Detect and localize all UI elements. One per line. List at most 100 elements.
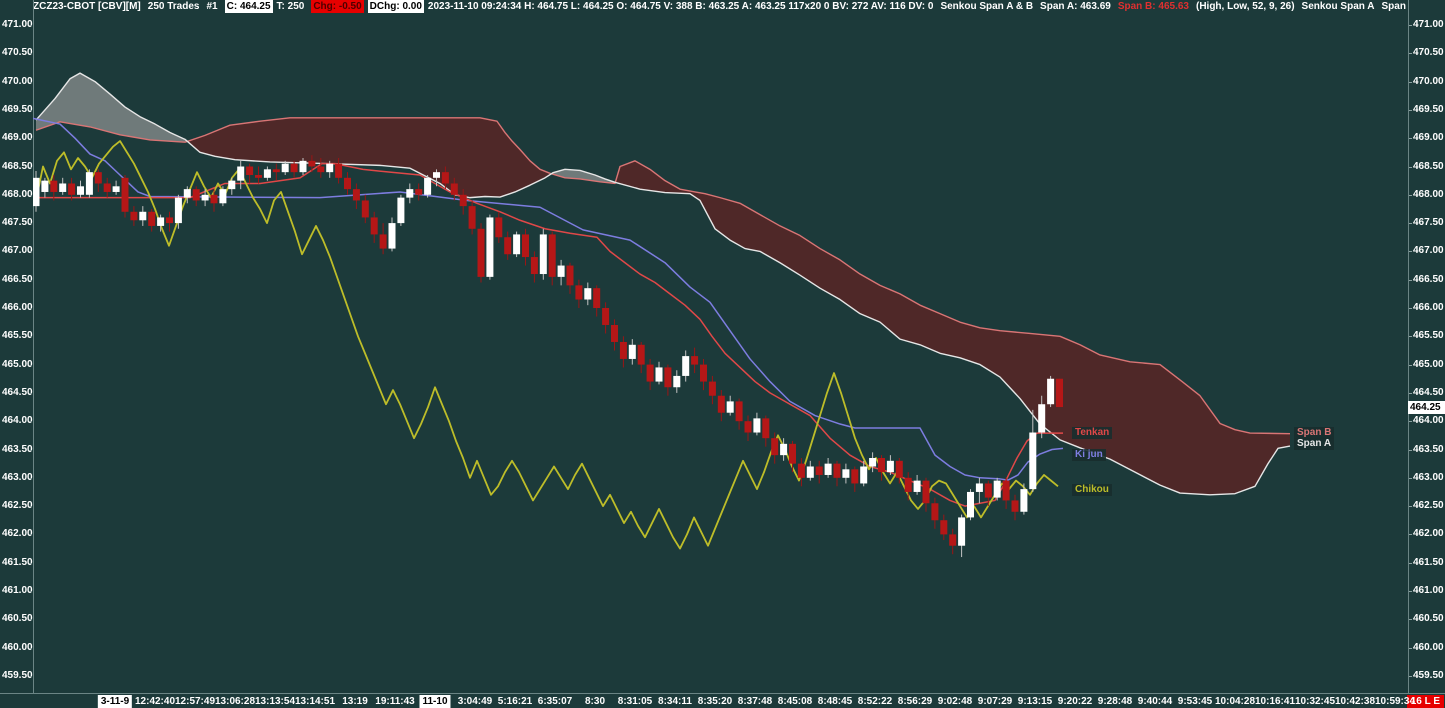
candle-down [646, 364, 654, 382]
price-tick-label: 471.00 [2, 19, 33, 30]
price-tick-mark [1409, 308, 1412, 309]
candle-up [557, 265, 565, 277]
candle-up [842, 469, 850, 478]
candle-down [50, 180, 58, 192]
candle-up [139, 211, 147, 221]
chikou-line [35, 140, 1059, 550]
candlestick-ichimoku-chart[interactable] [33, 14, 1408, 693]
price-tick-mark [1409, 138, 1412, 140]
price-tick-label: 459.50 [1413, 669, 1444, 681]
price-tick-label: 469.50 [2, 103, 33, 115]
price-tick-label: 470.50 [1413, 47, 1444, 59]
candle-down [210, 194, 218, 204]
time-axis-label: 9:28:48 [1097, 696, 1133, 707]
price-tick-mark [29, 449, 32, 451]
line-label-span-b: Span B [1294, 427, 1335, 439]
time-axis-label: 9:13:15 [1017, 696, 1053, 707]
candle-up [85, 172, 93, 195]
time-axis-label: 13:14:51 [294, 696, 336, 707]
candle-up [397, 197, 405, 224]
candle-up [1038, 404, 1046, 433]
price-tick-mark [29, 392, 32, 394]
header-segment-1: 250 Trades [147, 1, 200, 12]
candle-down [664, 367, 672, 388]
candle-down [744, 421, 752, 433]
price-tick-label: 464.00 [1413, 415, 1444, 427]
price-tick-label: 465.00 [2, 358, 33, 370]
price-tick-mark [29, 308, 32, 309]
price-tick-label: 463.50 [2, 443, 33, 455]
candle-up [967, 491, 974, 518]
candle-up [59, 183, 67, 192]
candle-down [762, 418, 770, 439]
line-label-chikou: Chikou [1072, 484, 1112, 496]
line-label-ki-jun: Ki jun [1072, 449, 1106, 461]
candle-up [486, 217, 494, 277]
time-axis-label: 8:52:22 [857, 696, 893, 707]
price-tick-label: 466.00 [1413, 302, 1444, 313]
senkou-span-a-line [35, 72, 1291, 496]
price-tick-mark [29, 534, 32, 536]
price-axis-left[interactable]: 471.00 470.50 470.00 469.50 469.00 468.50 468.… [0, 0, 34, 693]
time-axis-label: 9:20:22 [1057, 696, 1093, 707]
price-tick-label: 462.00 [2, 528, 33, 540]
price-tick-label: 461.00 [2, 585, 33, 596]
candle-down [575, 285, 583, 300]
candle-down [851, 469, 859, 484]
price-tick-label: 461.50 [1413, 556, 1444, 568]
price-tick-mark [1409, 421, 1412, 423]
time-axis-date-box: 3-11-9 [97, 695, 133, 708]
candle-up [326, 163, 334, 173]
price-tick-mark [1409, 166, 1412, 168]
candle-down [593, 288, 601, 308]
candle-down [370, 217, 378, 235]
chart-plot-area[interactable]: Tenkan Ki jun Chikou Span B Span A [33, 14, 1408, 693]
price-tick-label: 460.00 [1413, 641, 1444, 653]
time-axis-date-box: 11-10 [419, 695, 451, 708]
price-tick-mark [1409, 25, 1412, 26]
price-axis-right[interactable]: 471.00 470.50 470.00 469.50 469.00 468.50 468.… [1408, 0, 1445, 693]
header-segment-3: C: 464.25 [224, 0, 273, 13]
price-tick-label: 462.50 [1413, 500, 1444, 512]
candle-up [33, 177, 40, 207]
candle-up [753, 418, 761, 433]
time-axis-label: 8:31:05 [617, 696, 653, 707]
price-tick-label: 461.00 [1413, 585, 1444, 596]
candle-down [548, 234, 556, 277]
candle-up [388, 223, 396, 249]
candle-down [691, 356, 699, 365]
candle-up [975, 483, 983, 492]
candle-up [406, 189, 414, 198]
candle-up [993, 480, 1001, 498]
candle-down [441, 172, 449, 184]
price-tick-label: 465.00 [1413, 358, 1444, 370]
price-tick-mark [1409, 194, 1412, 196]
time-axis-label: 13:19 [342, 696, 368, 707]
price-tick-label: 464.50 [2, 386, 33, 398]
candle-down [130, 211, 138, 221]
price-tick-mark [1409, 336, 1412, 338]
time-axis[interactable]: 16 L E 3-11-9 12:42:40 12:57:49 13:06:28 13:… [0, 693, 1445, 708]
header-segment-5: Chg: -0.50 [311, 0, 364, 13]
candle-up [726, 401, 734, 413]
time-axis-label: 6:35:07 [537, 696, 573, 707]
price-tick-mark [29, 477, 32, 479]
price-tick-mark [29, 194, 32, 196]
price-tick-mark [29, 81, 32, 83]
candle-up [1047, 378, 1055, 405]
candle-down [335, 163, 343, 178]
time-axis-label: 3:04:49 [457, 696, 493, 707]
header-segment-2: #1 [206, 1, 218, 12]
candle-down [166, 217, 173, 224]
price-tick-label: 468.50 [2, 160, 33, 172]
price-tick-mark [1409, 619, 1412, 621]
ichimoku-cloud-bearish [188, 117, 550, 198]
candle-up [673, 375, 681, 388]
candle-up [513, 234, 521, 255]
candle-down [797, 463, 805, 478]
time-axis-label: 9:40:44 [1137, 696, 1173, 707]
candle-down [949, 534, 957, 546]
price-tick-label: 463.00 [2, 471, 33, 483]
price-tick-mark [29, 562, 32, 564]
